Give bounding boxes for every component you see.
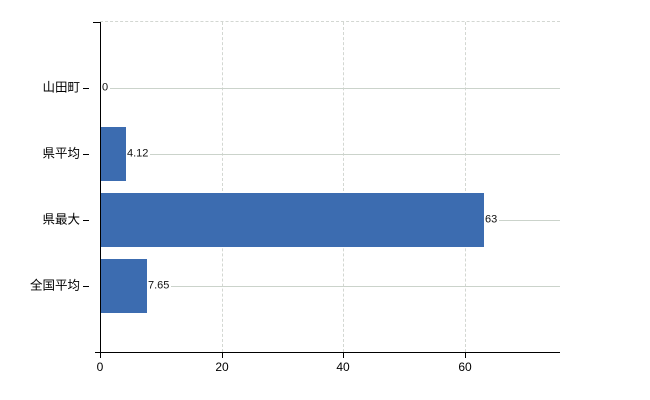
category-label: 全国平均 [29, 278, 80, 293]
category-label: 山田町 [42, 80, 80, 95]
x-axis-tick [222, 353, 223, 358]
value-label: 7.65 [147, 279, 172, 293]
y-axis-line [100, 22, 101, 357]
vertical-gridline [465, 22, 466, 352]
row-gridline [100, 154, 560, 155]
value-label: 4.12 [126, 147, 151, 161]
x-tick-label: 60 [458, 360, 472, 374]
category-tick [83, 88, 89, 89]
x-axis-line [95, 352, 560, 353]
x-axis-tick [465, 353, 466, 358]
x-axis-tick [343, 353, 344, 358]
category-tick [83, 154, 89, 155]
data-bar [101, 259, 147, 313]
category-tick [83, 220, 89, 221]
value-label: 0 [101, 81, 111, 95]
plot-area: 0 20 40 60 山田町 0 県平均 4.12 県最大 63 全国平均 7.65 [30, 21, 560, 374]
vertical-gridline [343, 22, 344, 352]
row-gridline [100, 88, 560, 89]
category-label: 県最大 [42, 212, 80, 227]
x-tick-label: 20 [215, 360, 229, 374]
data-bar [101, 127, 126, 181]
x-axis-tick [100, 353, 101, 358]
vertical-gridline [222, 22, 223, 352]
value-label: 63 [484, 213, 500, 227]
category-tick [83, 286, 89, 287]
y-axis-top-tick [93, 22, 100, 23]
plot-top-border [100, 21, 560, 22]
data-bar [101, 193, 484, 247]
category-label: 県平均 [42, 146, 80, 161]
row-gridline [100, 286, 560, 287]
x-tick-label: 40 [336, 360, 350, 374]
x-tick-label: 0 [96, 360, 104, 374]
